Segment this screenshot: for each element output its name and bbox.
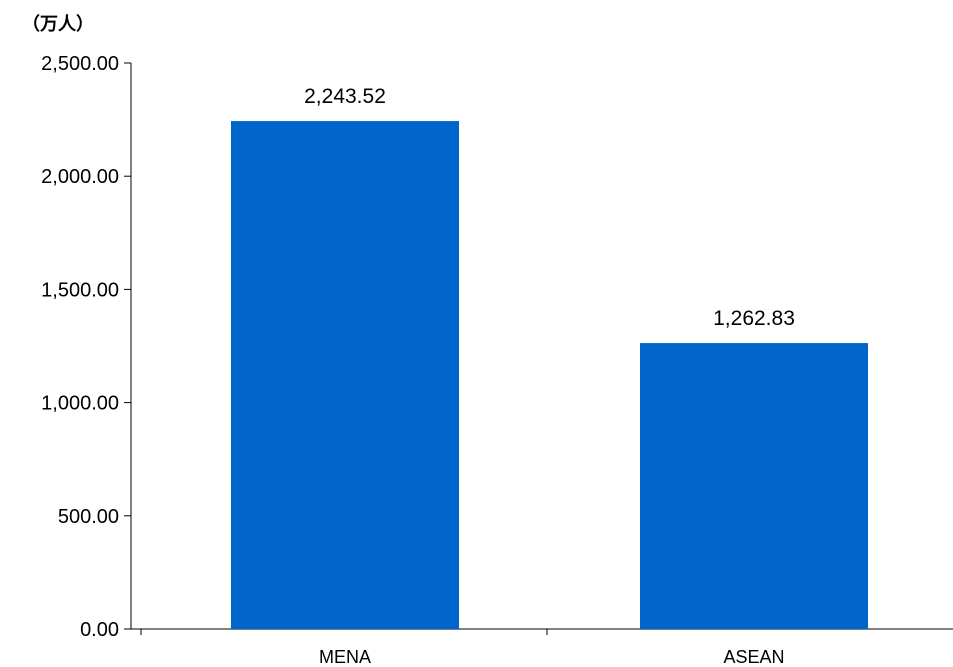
bar-mena xyxy=(231,121,459,629)
y-unit-label: （万人） xyxy=(22,14,94,35)
x-category-label-asean: ASEAN xyxy=(723,647,784,667)
y-tick-label: 1,500.00 xyxy=(41,279,119,301)
data-labels: 2,243.52 1,262.83 xyxy=(304,85,795,330)
bar-asean xyxy=(640,343,868,629)
y-tick-label: 0.00 xyxy=(80,619,119,641)
y-tick-label: 2,500.00 xyxy=(41,53,119,75)
y-tick-label: 1,000.00 xyxy=(41,393,119,415)
y-axis: 0.00 500.00 1,000.00 1,500.00 2,000.00 2,500.… xyxy=(41,53,132,641)
x-category-label-mena: MENA xyxy=(319,647,371,667)
y-tick-label: 500.00 xyxy=(58,506,119,528)
y-tick-label: 2,000.00 xyxy=(41,166,119,188)
data-label-asean: 1,262.83 xyxy=(713,307,795,330)
bars xyxy=(231,121,868,629)
data-label-mena: 2,243.52 xyxy=(304,85,386,108)
x-axis: MENA ASEAN xyxy=(131,628,953,667)
